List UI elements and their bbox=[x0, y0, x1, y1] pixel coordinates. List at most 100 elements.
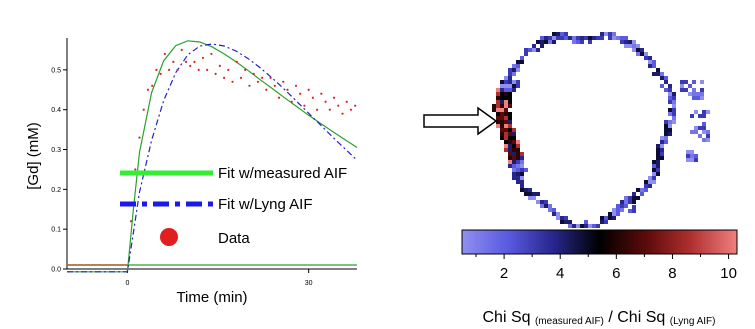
heatmap-pixel bbox=[552, 212, 556, 216]
heatmap-pixel bbox=[512, 152, 516, 156]
colorbar-tick-label: 6 bbox=[612, 265, 620, 282]
heatmap-pixel bbox=[524, 52, 528, 56]
heatmap-pixel bbox=[620, 208, 624, 212]
heatmap-pixel bbox=[668, 100, 672, 104]
heatmap-pixel bbox=[664, 124, 668, 128]
heatmap-pixel bbox=[524, 48, 528, 52]
series-line-fit-w-measured-aif bbox=[67, 40, 358, 273]
heatmap-pixel bbox=[660, 84, 664, 88]
heatmap-pixel bbox=[600, 216, 604, 220]
heatmap-pixel bbox=[512, 172, 516, 176]
heatmap-pixel bbox=[564, 220, 568, 224]
heatmap-pixel bbox=[500, 96, 504, 100]
heatmap-pixel bbox=[508, 76, 512, 80]
heatmap-pixel bbox=[516, 168, 520, 172]
heatmap-pixel bbox=[504, 112, 508, 116]
colorbar-label-numerator-sub: (measured AIF) bbox=[535, 316, 604, 327]
heatmap-pixel bbox=[668, 112, 672, 116]
heatmap-pixel bbox=[508, 84, 512, 88]
y-ticks: 0.0 0.1 0.2 0.3 0.4 0.5 bbox=[51, 67, 67, 274]
heatmap-pixel bbox=[692, 92, 696, 96]
data-point bbox=[269, 76, 272, 79]
heatmap-pixel bbox=[620, 200, 624, 204]
heatmap-pixel bbox=[556, 216, 560, 220]
heatmap-pixel bbox=[668, 84, 672, 88]
data-point bbox=[180, 48, 183, 52]
heatmap-pixel bbox=[620, 36, 624, 40]
heatmap-pixel bbox=[608, 36, 612, 40]
heatmap-pixel bbox=[500, 136, 504, 140]
data-point bbox=[193, 60, 196, 63]
data-point bbox=[354, 104, 357, 107]
heatmap-pixel bbox=[640, 52, 644, 56]
heatmap-pixel bbox=[694, 110, 698, 114]
heatmap-pixel bbox=[576, 40, 580, 44]
heatmap-pixel bbox=[508, 104, 512, 108]
heatmap-pixel bbox=[604, 32, 608, 36]
heatmap-pixel bbox=[572, 40, 576, 44]
heatmap-pixel bbox=[540, 36, 544, 40]
heatmap-pixel bbox=[632, 48, 636, 52]
heatmap-pixel bbox=[572, 224, 576, 228]
heatmap-pixel bbox=[508, 136, 512, 140]
heatmap-pixel bbox=[508, 120, 512, 124]
heatmap-pixel bbox=[580, 36, 584, 40]
data-point bbox=[320, 92, 323, 95]
heatmap-pixel bbox=[686, 150, 690, 154]
heatmap-pixel bbox=[520, 60, 524, 64]
heatmap-pixel bbox=[694, 126, 698, 130]
colorbar-label: Chi Sq (measured AIF) / Chi Sq (Lyng AIF… bbox=[482, 309, 715, 328]
heatmap-pixel bbox=[660, 140, 664, 144]
heatmap-pixel bbox=[540, 204, 544, 208]
heatmap-pixel bbox=[520, 172, 524, 176]
data-point bbox=[163, 52, 166, 56]
series-layer bbox=[67, 40, 358, 273]
heatmap-pixel bbox=[572, 36, 576, 40]
heatmap-pixel bbox=[512, 144, 516, 148]
heatmap-pixel bbox=[540, 200, 544, 204]
heatmap-pixel bbox=[496, 100, 500, 104]
heatmap-pixel bbox=[496, 124, 500, 128]
heatmap-pixel bbox=[520, 188, 524, 192]
heatmap-pixel bbox=[504, 140, 508, 144]
heatmap-pixel bbox=[690, 154, 694, 158]
heatmap-pixel bbox=[532, 48, 536, 52]
heatmap-pixel bbox=[652, 180, 656, 184]
heatmap-pixel bbox=[580, 224, 584, 228]
heatmap-pixel bbox=[698, 126, 702, 130]
colorbar-label-separator: / bbox=[608, 309, 613, 326]
heatmap-pixel bbox=[564, 32, 568, 36]
heatmap-pixel bbox=[696, 96, 700, 100]
heatmap-pixel bbox=[508, 72, 512, 76]
heatmap-pixel bbox=[508, 128, 512, 132]
heatmap-pixel bbox=[516, 64, 520, 68]
heatmap-pixel bbox=[612, 32, 616, 36]
heatmap-pixel bbox=[512, 164, 516, 168]
legend-label-data: Data bbox=[218, 230, 250, 247]
heatmap-pixel bbox=[596, 224, 600, 228]
heatmap-pixel bbox=[504, 136, 508, 140]
heatmap-pixel bbox=[520, 180, 524, 184]
heatmap-pixel bbox=[620, 204, 624, 208]
heatmap-pixel bbox=[552, 208, 556, 212]
heatmap-pixel bbox=[660, 156, 664, 160]
heatmap-pixel bbox=[512, 168, 516, 172]
heatmap-pixel bbox=[508, 96, 512, 100]
heatmap-pixel bbox=[608, 216, 612, 220]
heatmap-pixel bbox=[504, 76, 508, 80]
heatmap-pixel bbox=[496, 96, 500, 100]
heatmap-pixel bbox=[706, 110, 710, 114]
colorbar-label-numerator: Chi Sq bbox=[482, 309, 530, 326]
heatmap-pixel bbox=[504, 100, 508, 104]
heatmap-pixel bbox=[516, 148, 520, 152]
data-point bbox=[222, 76, 226, 79]
heatmap-pixel bbox=[588, 40, 592, 44]
heatmap-pixel bbox=[520, 152, 524, 156]
heatmap-pixel bbox=[672, 120, 676, 124]
heatmap-pixel bbox=[700, 88, 704, 92]
heatmap-pixel bbox=[660, 76, 664, 80]
heatmap-pixel bbox=[508, 144, 512, 148]
heatmap-pixel bbox=[656, 148, 660, 152]
heatmap-pixel bbox=[656, 152, 660, 156]
heatmap-pixel bbox=[612, 216, 616, 220]
